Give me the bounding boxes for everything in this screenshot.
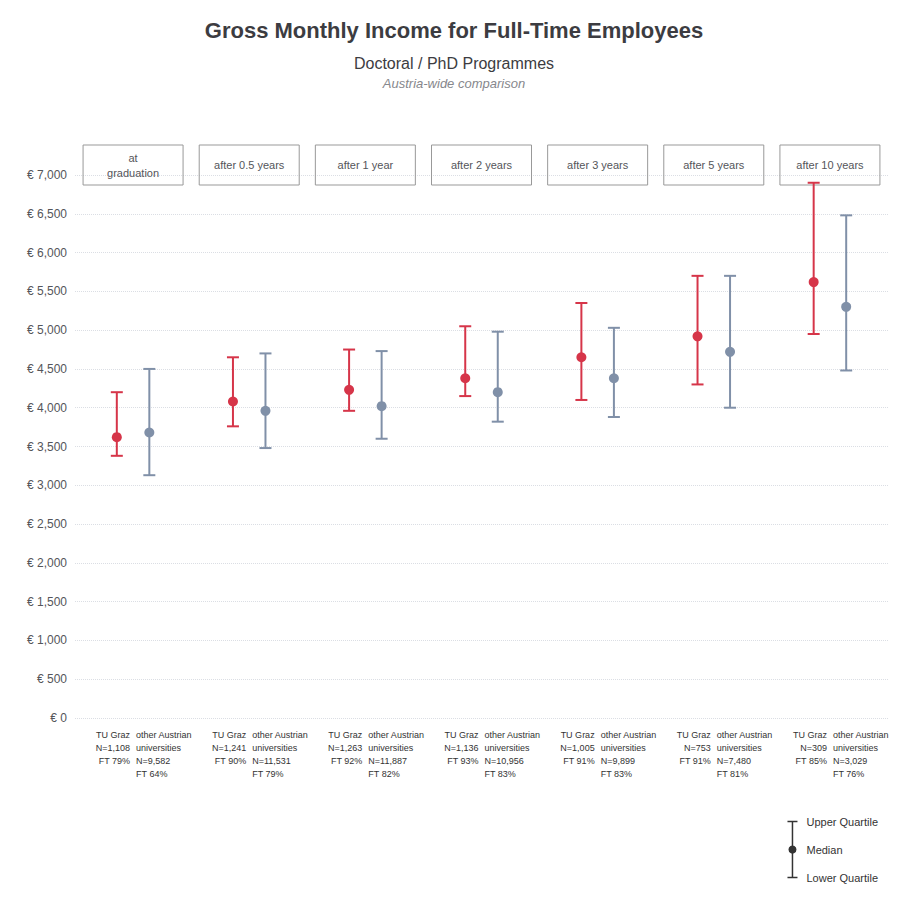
svg-text:N=11,887: N=11,887 — [368, 756, 407, 766]
svg-text:TU Graz: TU Graz — [328, 730, 363, 740]
svg-text:€ 1,500: € 1,500 — [27, 595, 67, 609]
svg-text:€ 7,000: € 7,000 — [27, 168, 67, 182]
svg-text:after 10 years: after 10 years — [796, 159, 864, 171]
svg-text:N=9,899: N=9,899 — [601, 756, 635, 766]
svg-text:Median: Median — [806, 844, 842, 856]
svg-text:€ 1,000: € 1,000 — [27, 633, 67, 647]
svg-text:universities: universities — [833, 743, 879, 753]
svg-text:TU Graz: TU Graz — [561, 730, 596, 740]
svg-text:€ 4,500: € 4,500 — [27, 362, 67, 376]
svg-text:€ 6,000: € 6,000 — [27, 246, 67, 260]
svg-text:universities: universities — [601, 743, 647, 753]
svg-text:TU Graz: TU Graz — [96, 730, 131, 740]
svg-text:after 0.5 years: after 0.5 years — [214, 159, 285, 171]
svg-text:universities: universities — [136, 743, 182, 753]
svg-text:N=1,108: N=1,108 — [96, 743, 130, 753]
svg-text:universities: universities — [717, 743, 763, 753]
svg-text:FT 64%: FT 64% — [136, 769, 167, 779]
svg-text:N=9,582: N=9,582 — [136, 756, 170, 766]
svg-text:N=10,956: N=10,956 — [485, 756, 524, 766]
svg-text:Lower Quartile: Lower Quartile — [806, 872, 878, 884]
svg-text:Doctoral / PhD Programmes: Doctoral / PhD Programmes — [354, 55, 554, 72]
svg-text:€ 4,000: € 4,000 — [27, 401, 67, 415]
svg-text:TU Graz: TU Graz — [793, 730, 828, 740]
svg-text:N=11,531: N=11,531 — [252, 756, 291, 766]
svg-text:Austria-wide comparison: Austria-wide comparison — [382, 76, 525, 91]
svg-text:N=309: N=309 — [800, 743, 827, 753]
svg-text:graduation: graduation — [107, 167, 159, 179]
svg-text:FT 79%: FT 79% — [252, 769, 283, 779]
svg-text:FT 92%: FT 92% — [331, 756, 362, 766]
svg-text:FT 76%: FT 76% — [833, 769, 864, 779]
svg-text:after 2 years: after 2 years — [451, 159, 513, 171]
svg-text:Gross Monthly Income for Full-: Gross Monthly Income for Full-Time Emplo… — [205, 18, 703, 43]
svg-text:after 3 years: after 3 years — [567, 159, 629, 171]
svg-text:€ 500: € 500 — [37, 672, 67, 686]
svg-text:TU Graz: TU Graz — [677, 730, 712, 740]
svg-text:other Austrian: other Austrian — [252, 730, 308, 740]
svg-text:other Austrian: other Austrian — [717, 730, 773, 740]
svg-text:€ 2,000: € 2,000 — [27, 556, 67, 570]
svg-text:Upper Quartile: Upper Quartile — [806, 816, 878, 828]
svg-text:FT 85%: FT 85% — [796, 756, 827, 766]
svg-text:N=1,241: N=1,241 — [212, 743, 246, 753]
svg-text:FT 79%: FT 79% — [99, 756, 130, 766]
svg-text:N=1,263: N=1,263 — [328, 743, 362, 753]
svg-text:€ 3,500: € 3,500 — [27, 440, 67, 454]
svg-text:€ 2,500: € 2,500 — [27, 517, 67, 531]
svg-text:FT 91%: FT 91% — [679, 756, 710, 766]
svg-text:€ 0: € 0 — [50, 711, 67, 725]
svg-text:other Austrian: other Austrian — [136, 730, 192, 740]
svg-text:universities: universities — [485, 743, 531, 753]
svg-text:N=1,005: N=1,005 — [560, 743, 594, 753]
svg-text:FT 90%: FT 90% — [215, 756, 246, 766]
svg-text:€ 3,000: € 3,000 — [27, 478, 67, 492]
svg-text:universities: universities — [252, 743, 298, 753]
svg-text:after 5 years: after 5 years — [683, 159, 745, 171]
svg-text:at: at — [128, 152, 137, 164]
svg-text:N=753: N=753 — [684, 743, 711, 753]
svg-text:TU Graz: TU Graz — [212, 730, 247, 740]
svg-text:FT 83%: FT 83% — [485, 769, 516, 779]
svg-text:FT 91%: FT 91% — [563, 756, 594, 766]
svg-text:FT 93%: FT 93% — [447, 756, 478, 766]
svg-text:FT 83%: FT 83% — [601, 769, 632, 779]
svg-text:€ 6,500: € 6,500 — [27, 207, 67, 221]
svg-text:FT 81%: FT 81% — [717, 769, 748, 779]
svg-text:other Austrian: other Austrian — [833, 730, 889, 740]
svg-text:other Austrian: other Austrian — [601, 730, 657, 740]
svg-text:FT 82%: FT 82% — [368, 769, 399, 779]
svg-text:universities: universities — [368, 743, 414, 753]
svg-text:other Austrian: other Austrian — [485, 730, 541, 740]
svg-text:N=3,029: N=3,029 — [833, 756, 867, 766]
svg-text:€ 5,500: € 5,500 — [27, 284, 67, 298]
svg-text:€ 5,000: € 5,000 — [27, 323, 67, 337]
svg-text:after 1 year: after 1 year — [338, 159, 394, 171]
svg-text:TU Graz: TU Graz — [444, 730, 479, 740]
svg-text:N=1,136: N=1,136 — [444, 743, 478, 753]
svg-text:other Austrian: other Austrian — [368, 730, 424, 740]
svg-text:N=7,480: N=7,480 — [717, 756, 751, 766]
